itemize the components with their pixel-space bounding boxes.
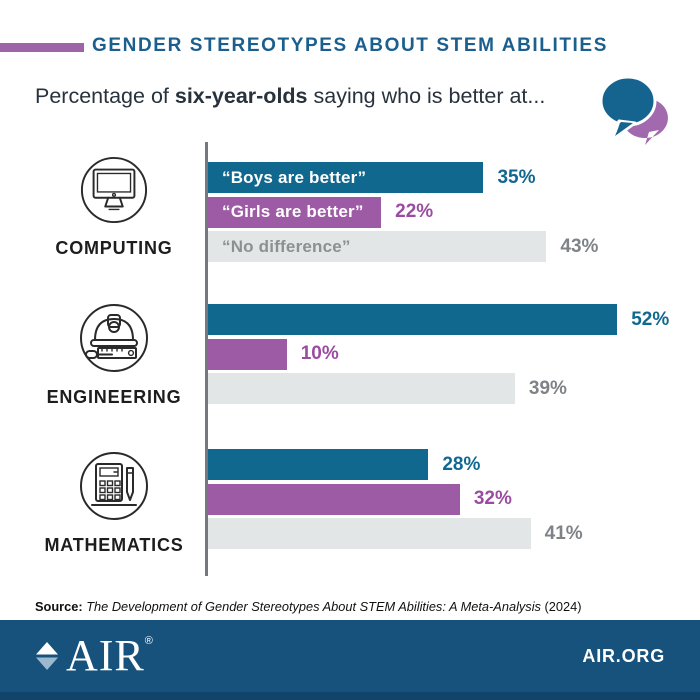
bar-row: “No difference” 43%: [208, 231, 598, 262]
bar-value-label: 28%: [442, 453, 481, 475]
bar-value-label: 22%: [395, 201, 434, 222]
bar-series-label: “No difference”: [222, 236, 351, 256]
source-label: Source:: [35, 599, 83, 614]
chart-subtitle: Percentage of six-year-olds saying who i…: [35, 84, 545, 109]
category-mathematics: MATHEMATICS: [30, 450, 198, 556]
bar-series-label: “Girls are better”: [222, 202, 364, 221]
bar-value-label: 52%: [631, 308, 670, 330]
bar-value-label: 10%: [300, 343, 339, 364]
category-label-computing: COMPUTING: [55, 238, 173, 258]
bar-nodifference-mathematics: [208, 518, 531, 549]
footer-bar: AIR® AIR.ORG: [0, 620, 700, 700]
bar-girls-mathematics: [208, 483, 460, 515]
bar-group-mathematics: 28% 32% 41%: [208, 449, 583, 553]
y-axis-line: [205, 142, 208, 576]
bar-group-computing: “Boys are better” 35% “Girls are better”…: [208, 162, 598, 266]
bar-value-label: 41%: [544, 522, 583, 544]
purple-accent-dash: [0, 43, 84, 52]
bar-girls-engineering: [208, 338, 287, 370]
bar-nodifference-engineering: [208, 373, 515, 404]
bar-boys-mathematics: [208, 449, 429, 480]
subtitle-suffix: saying who is better at...: [307, 84, 546, 108]
category-computing: COMPUTING: [30, 155, 198, 259]
bar-value-label: 43%: [560, 235, 599, 257]
category-label-engineering: ENGINEERING: [46, 387, 182, 407]
bar-boys-computing: “Boys are better”: [208, 162, 484, 193]
bar-value-label: 39%: [528, 377, 567, 399]
bar-series-label: “Boys are better”: [222, 167, 367, 187]
speech-bubbles-icon: [599, 75, 668, 145]
bar-row: 32%: [208, 483, 583, 515]
bar-boys-engineering: [208, 304, 618, 335]
source-title: The Development of Gender Stereotypes Ab…: [82, 599, 541, 614]
air-diamond-icon: [36, 642, 58, 670]
bar-row: “Boys are better” 35%: [208, 162, 598, 193]
bar-row: 52%: [208, 304, 669, 335]
bar-nodifference-computing: “No difference”: [208, 231, 547, 262]
subtitle-emphasis: six-year-olds: [174, 84, 308, 108]
bar-value-label: 35%: [497, 166, 536, 188]
bar-value-label: 32%: [473, 488, 512, 509]
bar-row: 10%: [208, 338, 669, 370]
category-label-mathematics: MATHEMATICS: [44, 535, 184, 555]
footer-url: AIR.ORG: [582, 645, 665, 666]
page-title: GENDER STEREOTYPES ABOUT STEM ABILITIES: [92, 35, 608, 56]
footer-content: AIR® AIR.ORG: [35, 620, 665, 692]
source-year: (2024): [540, 599, 582, 614]
hard-hat-tools-icon: [78, 302, 150, 379]
subtitle-prefix: Percentage of: [35, 84, 175, 108]
air-logo: AIR®: [35, 634, 154, 678]
calculator-pencil-icon: [78, 450, 150, 527]
category-engineering: ENGINEERING: [30, 302, 198, 408]
bar-group-engineering: 52% 10% 39%: [208, 304, 669, 408]
computer-monitor-icon: [79, 155, 149, 230]
registered-mark: ®: [144, 635, 154, 647]
bar-row: 28%: [208, 449, 583, 480]
bar-row: 41%: [208, 518, 583, 549]
source-citation: Source: The Development of Gender Stereo…: [35, 599, 582, 614]
bar-row: 39%: [208, 373, 669, 404]
bar-girls-computing: “Girls are better”: [208, 196, 382, 228]
bar-row: “Girls are better” 22%: [208, 196, 598, 228]
air-logo-text: AIR®: [66, 631, 154, 680]
